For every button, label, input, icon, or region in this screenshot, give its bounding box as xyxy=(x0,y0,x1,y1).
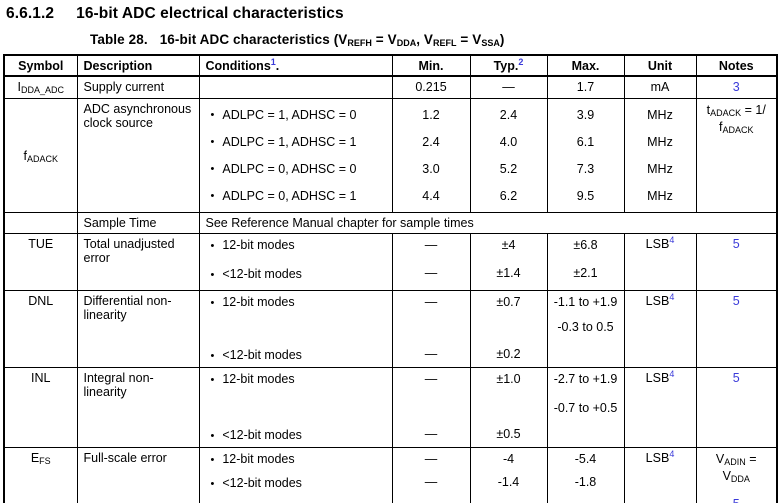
cell-typ: -4 -1.4 xyxy=(469,446,548,503)
row-fadack: fADACK ADC asynchronous clock source • AD… xyxy=(3,97,778,213)
bullet-icon: • xyxy=(210,268,215,281)
cell-symbol: fADACK xyxy=(3,97,78,213)
cell-max: -1.1 to +1.9 -0.3 to 0.5 xyxy=(546,289,625,368)
bullet-icon: • xyxy=(210,162,215,175)
table-header-row: Symbol Description Conditions1. Min. Typ… xyxy=(3,54,778,77)
cell-symbol: TUE xyxy=(3,232,78,291)
cell-typ: — xyxy=(469,75,548,99)
header-unit: Unit xyxy=(623,54,697,77)
row-efs: EFS Full-scale error • 12-bit modes • <12-… xyxy=(3,446,778,503)
footnote-ref-4[interactable]: 4 xyxy=(669,368,675,379)
cell-symbol: INL xyxy=(3,366,78,448)
note-link-5[interactable]: 5 xyxy=(695,366,778,448)
cell-max: -5.4 -1.8 xyxy=(546,446,625,503)
bullet-icon: • xyxy=(210,189,215,202)
row-sample-time: Sample Time See Reference Manual chapter… xyxy=(3,211,778,234)
cell-description: Supply current xyxy=(76,75,200,99)
table-number: Table 28. xyxy=(90,32,148,47)
cell-conditions: • 12-bit modes • <12-bit modes xyxy=(198,366,393,448)
cell-min: — — xyxy=(391,289,471,368)
bullet-icon: • xyxy=(210,373,215,386)
note-link-5[interactable]: 5 xyxy=(695,232,778,291)
bullet-icon: • xyxy=(210,429,215,442)
cell-unit: LSB4 xyxy=(623,446,697,503)
note-link-5[interactable]: 5 xyxy=(695,289,778,368)
condition-line: • ADLPC = 1, ADHSC = 1 xyxy=(204,129,388,156)
condition-line: • ADLPC = 1, ADHSC = 0 xyxy=(204,102,388,129)
footnote-ref-4[interactable]: 4 xyxy=(669,291,675,302)
cell-typ: ±1.0 ±0.5 xyxy=(469,366,548,448)
cell-description: Differential non-linearity xyxy=(76,289,200,368)
section-heading: 6.6.1.2 16-bit ADC electrical characteri… xyxy=(6,5,779,23)
cell-max: 1.7 xyxy=(546,75,625,99)
bullet-icon: • xyxy=(210,453,215,466)
bullet-icon: • xyxy=(210,239,215,252)
cell-max: ±6.8 ±2.1 xyxy=(546,232,625,291)
header-min: Min. xyxy=(391,54,471,77)
cell-conditions: • ADLPC = 1, ADHSC = 0 • ADLPC = 1, ADHSC … xyxy=(198,97,393,213)
footnote-ref-4[interactable]: 4 xyxy=(669,234,675,245)
cell-min: — — xyxy=(391,232,471,291)
cell-conditions: • 12-bit modes • <12-bit modes xyxy=(198,289,393,368)
cell-description: Full-scale error xyxy=(76,446,200,503)
section-title: 16-bit ADC electrical characteristics xyxy=(76,5,344,22)
header-description: Description xyxy=(76,54,200,77)
cell-unit: LSB4 xyxy=(623,289,697,368)
header-notes: Notes xyxy=(695,54,778,77)
cell-symbol: DNL xyxy=(3,289,78,368)
header-symbol: Symbol xyxy=(3,54,78,77)
header-typ: Typ.2 xyxy=(469,54,548,77)
section-number: 6.6.1.2 xyxy=(6,5,55,22)
row-idda-adc: IDDA_ADC Supply current 0.215 — 1.7 mA 3 xyxy=(3,75,778,99)
cell-unit: MHz MHz MHz MHz xyxy=(623,97,697,213)
cell-description: ADC asynchronous clock source xyxy=(76,97,200,213)
footnote-ref-2[interactable]: 2 xyxy=(518,56,524,67)
condition-line: • ADLPC = 0, ADHSC = 0 xyxy=(204,156,388,183)
cell-typ: 2.4 4.0 5.2 6.2 xyxy=(469,97,548,213)
cell-typ: ±0.7 ±0.2 xyxy=(469,289,548,368)
cell-sample-note: See Reference Manual chapter for sample … xyxy=(198,211,778,234)
cell-symbol: EFS xyxy=(3,446,78,503)
cell-conditions: • 12-bit modes • <12-bit modes xyxy=(198,232,393,291)
header-conditions: Conditions1. xyxy=(198,54,393,77)
cell-symbol: IDDA_ADC xyxy=(3,75,78,99)
cell-max: -2.7 to +1.9 -0.7 to +0.5 xyxy=(546,366,625,448)
footnote-ref-1[interactable]: 1 xyxy=(270,56,276,67)
bullet-icon: • xyxy=(210,135,215,148)
cell-conditions xyxy=(198,75,393,99)
note-link-5[interactable]: 5 xyxy=(701,496,773,503)
cell-min: 0.215 xyxy=(391,75,471,99)
row-inl: INL Integral non-linearity • 12-bit modes… xyxy=(3,366,778,448)
bullet-icon: • xyxy=(210,108,215,121)
cell-typ: ±4 ±1.4 xyxy=(469,232,548,291)
note-link-3[interactable]: 3 xyxy=(695,75,778,99)
row-tue: TUE Total unadjusted error • 12-bit modes… xyxy=(3,232,778,291)
cell-description: Sample Time xyxy=(76,211,200,234)
bullet-icon: • xyxy=(210,477,215,490)
cell-notes: VADIN = VDDA 5 xyxy=(695,446,778,503)
header-max: Max. xyxy=(546,54,625,77)
cell-description: Total unadjusted error xyxy=(76,232,200,291)
table-caption: Table 28. 16-bit ADC characteristics (VRE… xyxy=(90,32,505,48)
cell-symbol xyxy=(3,211,78,234)
row-dnl: DNL Differential non-linearity • 12-bit m… xyxy=(3,289,778,368)
cell-unit: LSB4 xyxy=(623,232,697,291)
cell-max: 3.9 6.1 7.3 9.5 xyxy=(546,97,625,213)
cell-notes: tADACK = 1/ fADACK xyxy=(695,97,778,213)
cell-min: 1.2 2.4 3.0 4.4 xyxy=(391,97,471,213)
cell-unit: LSB4 xyxy=(623,366,697,448)
cell-unit: mA xyxy=(623,75,697,99)
cell-conditions: • 12-bit modes • <12-bit modes xyxy=(198,446,393,503)
condition-line: • ADLPC = 0, ADHSC = 1 xyxy=(204,183,388,210)
bullet-icon: • xyxy=(210,349,215,362)
bullet-icon: • xyxy=(210,296,215,309)
adc-characteristics-table: Symbol Description Conditions1. Min. Typ… xyxy=(3,54,778,503)
cell-min: — — xyxy=(391,366,471,448)
cell-description: Integral non-linearity xyxy=(76,366,200,448)
footnote-ref-4[interactable]: 4 xyxy=(669,448,675,459)
cell-min: — — xyxy=(391,446,471,503)
